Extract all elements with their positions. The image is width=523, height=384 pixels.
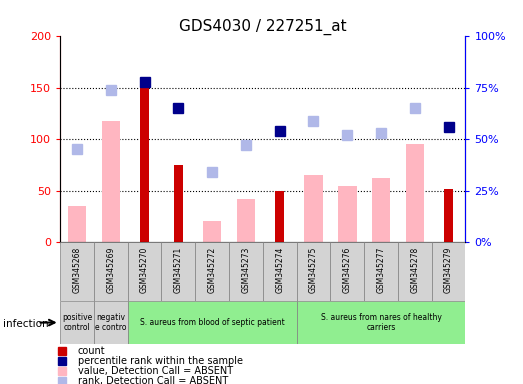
- Bar: [236, 199, 255, 242]
- Text: GSM345277: GSM345277: [377, 247, 385, 293]
- Text: infection: infection: [3, 319, 48, 329]
- FancyBboxPatch shape: [60, 301, 94, 344]
- Text: positive
control: positive control: [62, 313, 92, 332]
- Text: GSM345275: GSM345275: [309, 247, 318, 293]
- Text: S. aureus from blood of septic patient: S. aureus from blood of septic patient: [140, 318, 285, 327]
- Text: GSM345274: GSM345274: [275, 247, 284, 293]
- Text: GSM345272: GSM345272: [208, 247, 217, 293]
- Bar: [101, 121, 120, 242]
- FancyBboxPatch shape: [297, 301, 465, 344]
- Bar: [68, 206, 86, 242]
- Bar: [338, 187, 357, 242]
- Text: GSM345269: GSM345269: [106, 247, 115, 293]
- FancyBboxPatch shape: [128, 242, 162, 301]
- Text: GSM345276: GSM345276: [343, 247, 352, 293]
- Bar: [444, 189, 453, 242]
- FancyBboxPatch shape: [297, 242, 331, 301]
- Bar: [174, 165, 183, 242]
- FancyBboxPatch shape: [162, 242, 195, 301]
- Text: GSM345273: GSM345273: [242, 247, 251, 293]
- FancyBboxPatch shape: [431, 242, 465, 301]
- Text: GSM345268: GSM345268: [73, 247, 82, 293]
- Text: GSM345271: GSM345271: [174, 247, 183, 293]
- FancyBboxPatch shape: [229, 242, 263, 301]
- Text: S. aureus from nares of healthy
carriers: S. aureus from nares of healthy carriers: [321, 313, 441, 332]
- FancyBboxPatch shape: [94, 242, 128, 301]
- Text: percentile rank within the sample: percentile rank within the sample: [77, 356, 243, 366]
- Bar: [405, 144, 424, 242]
- FancyBboxPatch shape: [60, 242, 94, 301]
- Text: negativ
e contro: negativ e contro: [95, 313, 127, 332]
- FancyBboxPatch shape: [398, 242, 431, 301]
- Text: count: count: [77, 346, 105, 356]
- Title: GDS4030 / 227251_at: GDS4030 / 227251_at: [179, 19, 347, 35]
- FancyBboxPatch shape: [331, 242, 364, 301]
- FancyBboxPatch shape: [263, 242, 297, 301]
- Text: GSM345270: GSM345270: [140, 247, 149, 293]
- FancyBboxPatch shape: [364, 242, 398, 301]
- Bar: [203, 222, 221, 242]
- FancyBboxPatch shape: [128, 301, 297, 344]
- Text: rank, Detection Call = ABSENT: rank, Detection Call = ABSENT: [77, 376, 228, 384]
- Text: GSM345278: GSM345278: [411, 247, 419, 293]
- Bar: [275, 190, 285, 242]
- Text: GSM345279: GSM345279: [444, 247, 453, 293]
- Bar: [140, 83, 150, 242]
- Bar: [304, 175, 323, 242]
- Text: value, Detection Call = ABSENT: value, Detection Call = ABSENT: [77, 366, 233, 376]
- FancyBboxPatch shape: [195, 242, 229, 301]
- FancyBboxPatch shape: [94, 301, 128, 344]
- Bar: [372, 178, 390, 242]
